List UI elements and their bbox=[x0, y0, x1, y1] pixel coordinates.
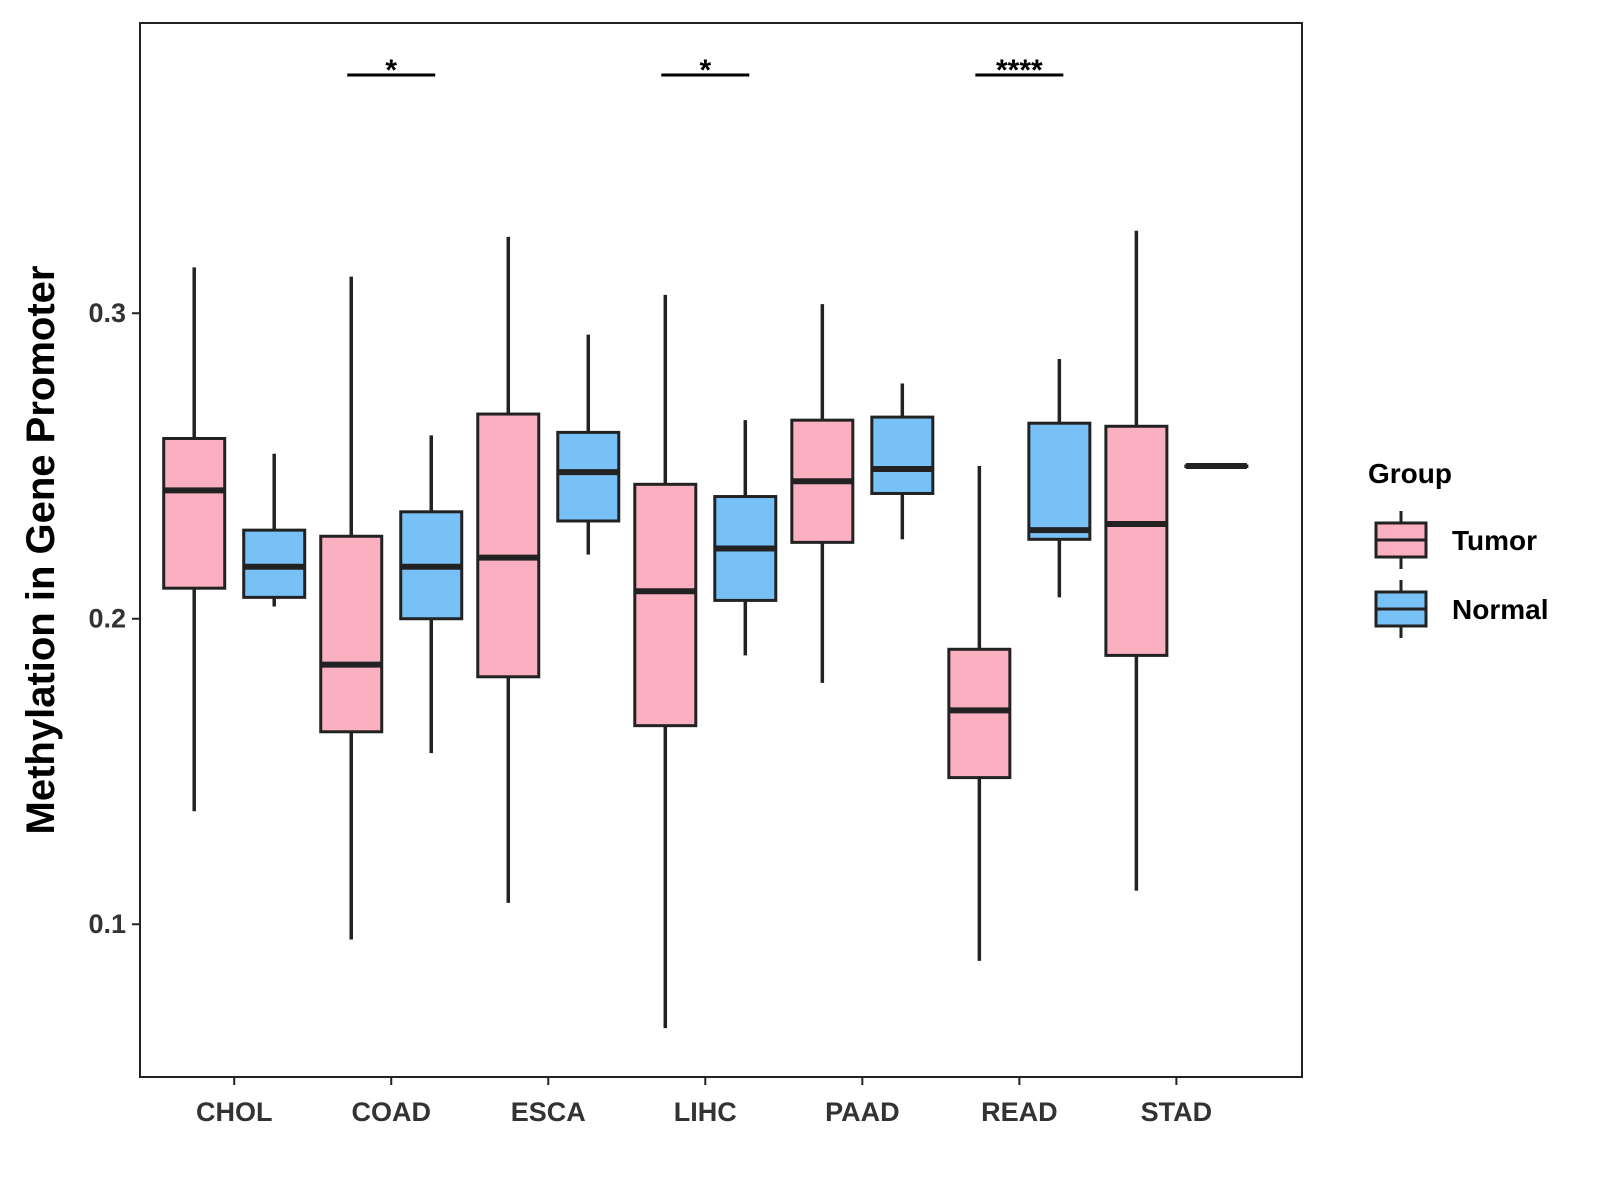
legend-label: Normal bbox=[1452, 594, 1548, 625]
y-tick-label: 0.2 bbox=[88, 604, 126, 634]
y-tick-label: 0.3 bbox=[88, 298, 126, 328]
box-tumor-lihc bbox=[633, 294, 698, 1029]
x-tick-label: PAAD bbox=[825, 1097, 900, 1127]
legend-entry-tumor: Tumor bbox=[1374, 511, 1537, 569]
significance-read: **** bbox=[975, 54, 1064, 87]
box-tumor-chol bbox=[162, 267, 227, 812]
x-tick-label: CHOL bbox=[196, 1097, 273, 1127]
box-body bbox=[870, 415, 935, 495]
box-body bbox=[947, 647, 1012, 780]
y-tick-label: 0.1 bbox=[88, 909, 126, 939]
significance-annotations: * * **** bbox=[347, 54, 1064, 87]
y-axis-title: Methylation in Gene Promoter bbox=[19, 266, 63, 835]
significance-label: * bbox=[699, 54, 711, 87]
box-normal-chol bbox=[242, 453, 307, 607]
box-body bbox=[319, 534, 384, 734]
box-normal-read bbox=[1027, 359, 1092, 598]
y-axis: 0.1 0.2 0.3 bbox=[88, 298, 140, 939]
box-normal-stad bbox=[1184, 462, 1249, 469]
box-normal-coad bbox=[399, 435, 464, 754]
box-body bbox=[1104, 424, 1169, 657]
box-tumor-paad bbox=[790, 304, 855, 683]
box-body bbox=[633, 482, 698, 728]
box-tumor-read bbox=[947, 465, 1012, 961]
significance-label: * bbox=[385, 54, 397, 87]
significance-coad: * bbox=[347, 54, 436, 87]
significance-label: **** bbox=[996, 54, 1043, 87]
box-body bbox=[476, 412, 541, 679]
box-normal-paad bbox=[870, 383, 935, 540]
box-body bbox=[162, 436, 227, 590]
legend-title: Group bbox=[1368, 458, 1452, 489]
x-tick-label: READ bbox=[981, 1097, 1058, 1127]
x-tick-label: STAD bbox=[1141, 1097, 1213, 1127]
box-body bbox=[1027, 421, 1092, 541]
x-axis: CHOL COAD ESCA LIHC PAAD READ STAD bbox=[196, 1077, 1212, 1127]
box-body bbox=[556, 430, 621, 523]
box-normal-lihc bbox=[713, 420, 778, 656]
box-tumor-stad bbox=[1104, 230, 1169, 891]
boxes-layer bbox=[162, 230, 1249, 1029]
x-tick-label: COAD bbox=[351, 1097, 431, 1127]
x-tick-label: ESCA bbox=[511, 1097, 586, 1127]
legend: Group Tumor Normal bbox=[1368, 458, 1548, 638]
significance-lihc: * bbox=[661, 54, 750, 87]
box-tumor-esca bbox=[476, 236, 541, 903]
x-tick-label: LIHC bbox=[674, 1097, 737, 1127]
box-normal-esca bbox=[556, 334, 621, 555]
legend-entry-normal: Normal bbox=[1374, 580, 1548, 638]
box-body bbox=[242, 528, 307, 599]
legend-label: Tumor bbox=[1452, 525, 1537, 556]
box-tumor-coad bbox=[319, 276, 384, 940]
